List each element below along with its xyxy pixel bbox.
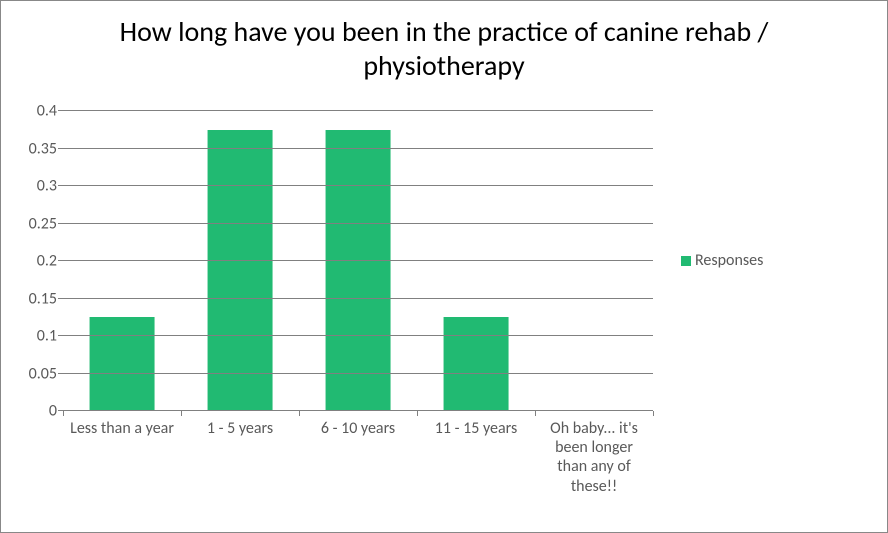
gridline	[63, 223, 653, 224]
y-tick-mark	[58, 298, 63, 299]
y-tick-mark	[58, 335, 63, 336]
gridline	[63, 335, 653, 336]
x-axis-label: Less than a year	[63, 415, 181, 496]
gridline	[63, 110, 653, 111]
x-axis-label: 6 - 10 years	[299, 415, 417, 496]
y-tick-mark	[58, 185, 63, 186]
y-tick-mark	[58, 373, 63, 374]
y-tick-label: 0	[49, 402, 57, 421]
x-axis-label: 11 - 15 years	[417, 415, 535, 496]
y-tick-label: 0.2	[37, 252, 57, 271]
y-tick-mark	[58, 148, 63, 149]
y-tick-mark	[58, 260, 63, 261]
x-axis-line	[63, 410, 653, 411]
y-tick-label: 0.35	[29, 139, 57, 158]
chart-container: How long have you been in the practice o…	[0, 0, 888, 533]
bar	[326, 130, 391, 411]
x-axis-labels: Less than a year1 - 5 years6 - 10 years1…	[63, 415, 653, 496]
gridline	[63, 260, 653, 261]
x-axis-label: Oh baby... it's been longer than any of …	[535, 415, 653, 496]
chart-title: How long have you been in the practice o…	[1, 1, 887, 88]
x-axis-label: 1 - 5 years	[181, 415, 299, 496]
bar-slot	[299, 111, 417, 411]
bar-slot	[63, 111, 181, 411]
bars-group	[63, 111, 653, 411]
plot-area: 00.050.10.150.20.250.30.350.4	[63, 111, 653, 411]
gridline	[63, 298, 653, 299]
y-tick-label: 0.4	[37, 102, 57, 121]
bar-slot	[535, 111, 653, 411]
gridline	[63, 373, 653, 374]
bar	[208, 130, 273, 411]
legend: Responses	[681, 251, 763, 270]
y-tick-mark	[58, 110, 63, 111]
gridline	[63, 148, 653, 149]
legend-label: Responses	[695, 251, 763, 270]
y-tick-label: 0.05	[29, 364, 57, 383]
bar	[90, 317, 155, 411]
y-tick-label: 0.3	[37, 177, 57, 196]
x-tick-mark	[653, 411, 654, 416]
bar	[444, 317, 509, 411]
bar-slot	[181, 111, 299, 411]
gridline	[63, 185, 653, 186]
legend-swatch	[681, 256, 691, 266]
y-tick-label: 0.1	[37, 327, 57, 346]
y-tick-mark	[58, 223, 63, 224]
y-tick-label: 0.15	[29, 289, 57, 308]
y-tick-label: 0.25	[29, 214, 57, 233]
bar-slot	[417, 111, 535, 411]
